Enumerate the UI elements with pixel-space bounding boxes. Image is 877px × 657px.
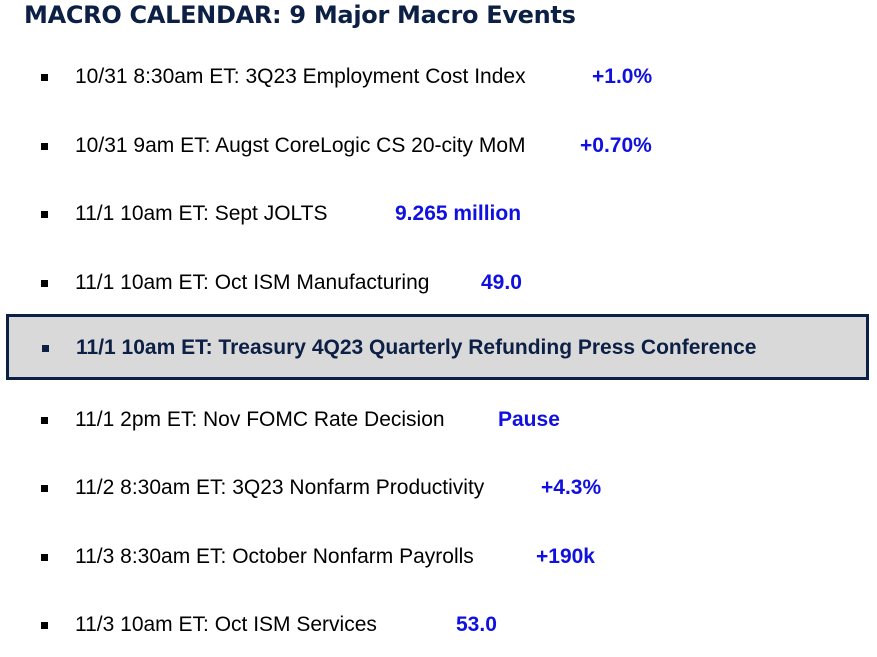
square-bullet-icon bbox=[41, 417, 48, 424]
square-bullet-icon bbox=[41, 554, 48, 561]
list-item: 11/3 10am ET: Oct ISM Services 53.0 bbox=[0, 606, 877, 646]
list-item: 11/2 8:30am ET: 3Q23 Nonfarm Productivit… bbox=[0, 469, 877, 509]
highlighted-list-item: 11/1 10am ET: Treasury 4Q23 Quarterly Re… bbox=[6, 314, 869, 380]
list-item: 11/3 8:30am ET: October Nonfarm Payrolls… bbox=[0, 538, 877, 578]
square-bullet-icon bbox=[41, 143, 48, 150]
list-item: 11/1 10am ET: Sept JOLTS 9.265 million bbox=[0, 195, 877, 235]
list-item: 11/1 2pm ET: Nov FOMC Rate Decision Paus… bbox=[0, 401, 877, 441]
page-title: MACRO CALENDAR: 9 Major Macro Events bbox=[24, 1, 576, 29]
event-label: 10/31 9am ET: Augst CoreLogic CS 20-city… bbox=[75, 134, 526, 157]
event-label: 11/2 8:30am ET: 3Q23 Nonfarm Productivit… bbox=[75, 476, 485, 499]
event-label: 11/1 10am ET: Sept JOLTS bbox=[75, 202, 328, 225]
event-label: 11/3 10am ET: Oct ISM Services bbox=[75, 613, 377, 636]
event-value: Pause bbox=[498, 408, 560, 431]
event-value: +4.3% bbox=[541, 476, 602, 499]
event-value: +0.70% bbox=[580, 134, 652, 157]
list-item: 10/31 8:30am ET: 3Q23 Employment Cost In… bbox=[0, 58, 877, 98]
event-label: 10/31 8:30am ET: 3Q23 Employment Cost In… bbox=[75, 65, 526, 88]
square-bullet-icon bbox=[42, 345, 49, 352]
event-value: 53.0 bbox=[456, 613, 497, 636]
event-value: 49.0 bbox=[481, 271, 522, 294]
square-bullet-icon bbox=[41, 622, 48, 629]
square-bullet-icon bbox=[41, 280, 48, 287]
list-item: 10/31 9am ET: Augst CoreLogic CS 20-city… bbox=[0, 127, 877, 167]
event-label: 11/1 10am ET: Oct ISM Manufacturing bbox=[75, 271, 430, 294]
square-bullet-icon bbox=[41, 485, 48, 492]
list-item: 11/1 10am ET: Oct ISM Manufacturing 49.0 bbox=[0, 264, 877, 304]
event-label: 11/1 2pm ET: Nov FOMC Rate Decision bbox=[75, 408, 445, 431]
square-bullet-icon bbox=[41, 211, 48, 218]
event-label: 11/3 8:30am ET: October Nonfarm Payrolls bbox=[75, 545, 474, 568]
event-value: +190k bbox=[536, 545, 595, 568]
square-bullet-icon bbox=[41, 74, 48, 81]
event-label: 11/1 10am ET: Treasury 4Q23 Quarterly Re… bbox=[76, 336, 757, 359]
event-value: 9.265 million bbox=[395, 202, 522, 225]
event-value: +1.0% bbox=[592, 65, 653, 88]
